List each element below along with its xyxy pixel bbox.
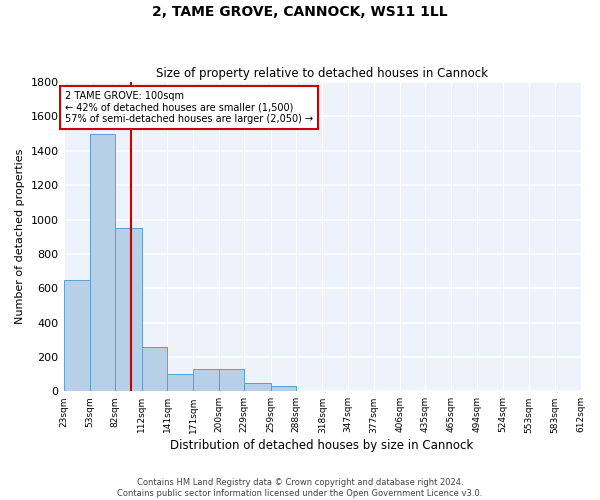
Text: 2 TAME GROVE: 100sqm
← 42% of detached houses are smaller (1,500)
57% of semi-de: 2 TAME GROVE: 100sqm ← 42% of detached h… [65, 90, 313, 124]
Text: 2, TAME GROVE, CANNOCK, WS11 1LL: 2, TAME GROVE, CANNOCK, WS11 1LL [152, 5, 448, 19]
Bar [64, 280, 90, 392]
Text: Contains HM Land Registry data © Crown copyright and database right 2024.
Contai: Contains HM Land Registry data © Crown c… [118, 478, 482, 498]
Title: Size of property relative to detached houses in Cannock: Size of property relative to detached ho… [156, 66, 488, 80]
Bar [115, 228, 142, 392]
Bar [167, 374, 193, 392]
Bar [142, 346, 167, 392]
Bar [244, 382, 271, 392]
X-axis label: Distribution of detached houses by size in Cannock: Distribution of detached houses by size … [170, 440, 473, 452]
Y-axis label: Number of detached properties: Number of detached properties [15, 149, 25, 324]
Bar [90, 134, 115, 392]
Bar [271, 386, 296, 392]
Bar [193, 369, 219, 392]
Bar [219, 369, 244, 392]
